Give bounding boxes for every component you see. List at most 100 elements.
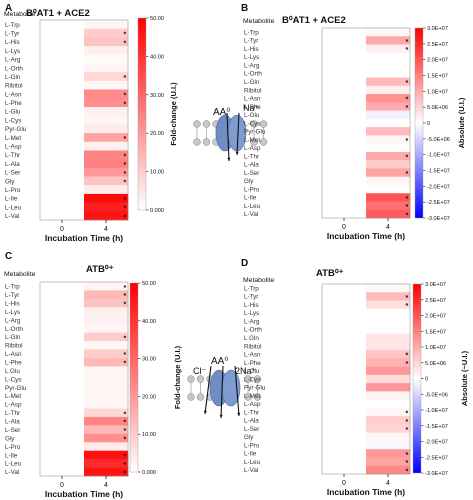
heatmap-cell [84, 133, 129, 143]
row-label: Gly [244, 434, 254, 441]
row-label: L-Ala [5, 161, 20, 168]
row-label: L-Asp [5, 402, 22, 409]
row-label: L-Asn [5, 351, 22, 358]
row-label: L-Pro [5, 187, 21, 194]
row-label: L Gln [244, 335, 259, 342]
significance-star: * [406, 155, 409, 162]
heatmap-cell [322, 383, 367, 392]
colorbar [414, 27, 424, 219]
colorbar-tick-label: 5.0E+06 [427, 105, 448, 111]
significance-star: * [124, 420, 127, 427]
row-label: L-Ile [244, 451, 257, 458]
heatmap-cell [84, 20, 129, 29]
heatmap-cell [366, 292, 411, 301]
significance-star: * [124, 411, 127, 418]
row-header: Metabolite [243, 18, 275, 25]
heatmap-cell [84, 290, 129, 300]
lipid-head [253, 393, 262, 401]
heatmap-cell [40, 185, 85, 195]
significance-star: * [406, 295, 409, 302]
row-label: L-Tyr [244, 294, 258, 301]
heatmap-cell [40, 332, 85, 342]
significance-star: * [406, 303, 409, 310]
heatmap-cell [366, 127, 411, 136]
heatmap-cell [40, 28, 85, 38]
row-label: L-Ala [5, 419, 20, 426]
panel-letter: D [241, 258, 248, 269]
heatmap-cell [322, 94, 367, 103]
heatmap-cell [84, 391, 129, 401]
row-label: L-Pro [244, 442, 260, 449]
lipid-head [244, 375, 252, 383]
colorbar-tick-label: 10.00 [142, 432, 156, 438]
colorbar [137, 17, 147, 211]
heatmap-cell [84, 28, 129, 38]
row-label: L-Cys [244, 120, 260, 127]
heatmap-cell [366, 52, 411, 62]
heatmap-cell [40, 176, 85, 186]
colorbar-label: Fold-change (U.I.) [173, 345, 182, 409]
row-label: L-Met [5, 393, 21, 400]
heatmap-cell [322, 52, 367, 62]
heatmap-cell [84, 37, 129, 47]
colorbar-label: Fold-change (U.I.) [169, 82, 178, 146]
significance-star: * [124, 214, 127, 221]
row-label: Ribitol [5, 343, 23, 350]
row-label: L-Thr [5, 410, 20, 417]
significance-star: * [406, 468, 409, 475]
chart-title: ATB⁰⁺ [86, 264, 114, 275]
significance-star: * [406, 353, 409, 360]
panel-letter: A [5, 3, 12, 14]
flux-arrow [234, 365, 240, 417]
heatmap-cell [84, 366, 129, 376]
row-label: L-Ala [244, 418, 259, 425]
heatmap-cell [84, 324, 129, 333]
row-label: L-Val [244, 467, 258, 474]
colorbar-tick-label: 1.0E+07 [425, 345, 446, 351]
transporter-schematic: Cl⁻ AA⁰ 2Na⁺ [187, 356, 262, 419]
chart-title: B⁰AT1 + ACE2 [26, 8, 90, 19]
colorbar-tick-label: 0 [425, 377, 428, 383]
colorbar-tick-label: -2.5E+07 [427, 200, 450, 206]
arrow-head [203, 410, 207, 414]
heatmap-frame [321, 27, 411, 219]
row-label: L-Cys [244, 376, 260, 383]
arrow-head [219, 414, 223, 418]
heatmap-cell [322, 432, 367, 442]
significance-star: * [406, 460, 409, 467]
heatmap-cell [322, 168, 367, 177]
heatmap-cell [84, 357, 129, 367]
heatmap-cell [366, 465, 411, 475]
heatmap-cell [40, 315, 85, 325]
row-label: L-Orth [5, 65, 23, 72]
row-label: L-Lys [244, 54, 259, 61]
significance-star: * [124, 293, 127, 300]
x-axis-label: Incubation Time (h) [45, 489, 123, 499]
heatmap-cell [84, 332, 129, 342]
heatmap-cell [322, 391, 367, 400]
heatmap-cell [366, 184, 411, 194]
heatmap-cell [84, 282, 129, 291]
lipid-head [202, 120, 211, 128]
heatmap-cell [40, 80, 85, 90]
row-label: L-Ser [5, 427, 20, 434]
heatmap-cell [40, 193, 85, 203]
lipid-head [250, 138, 258, 146]
heatmap-cell [366, 374, 411, 384]
row-label: L-Tyr [5, 30, 19, 37]
significance-star: * [124, 437, 127, 444]
heatmap-cell [84, 374, 129, 384]
colorbar-tick-label: 2.5E+07 [425, 298, 446, 304]
colorbar-tick-label: 30.00 [150, 93, 164, 99]
heatmap-cell [322, 160, 367, 169]
heatmap-cell [322, 424, 367, 433]
row-label: L-Val [5, 213, 19, 220]
heatmap-cell [366, 457, 411, 467]
colorbar-tick-label: -3.0E+07 [427, 216, 450, 222]
significance-star: * [124, 75, 127, 82]
row-label: L-Ile [5, 452, 18, 459]
heatmap-cell [322, 457, 367, 467]
heatmap-cell [84, 89, 129, 99]
